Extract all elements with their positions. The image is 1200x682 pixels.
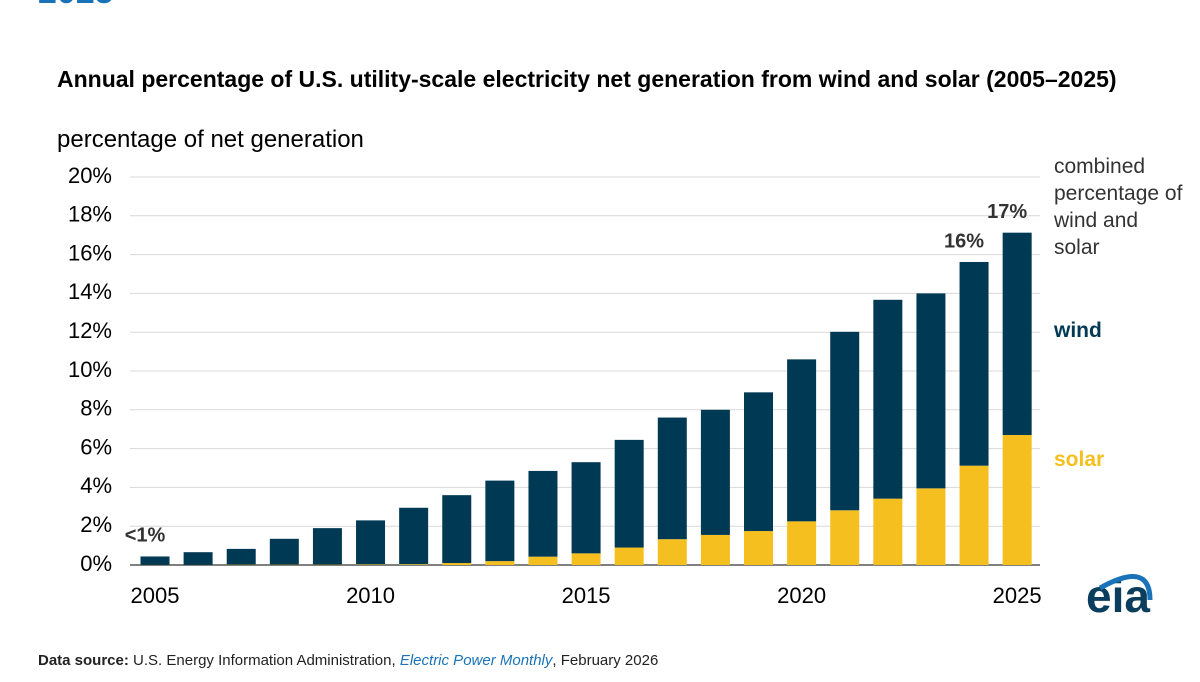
bar-segment bbox=[269, 538, 299, 565]
y-tick-label: 20% bbox=[68, 163, 112, 188]
y-tick-label: 6% bbox=[80, 434, 112, 459]
bar-segment bbox=[916, 293, 946, 489]
y-tick-label: 14% bbox=[68, 279, 112, 304]
x-tick-label: 2025 bbox=[993, 583, 1042, 608]
source-text: U.S. Energy Information Administration, bbox=[133, 652, 400, 669]
bar-segment bbox=[485, 561, 515, 565]
total-label: <1% bbox=[125, 525, 166, 547]
y-tick-label: 12% bbox=[68, 318, 112, 343]
bar-segment bbox=[183, 552, 213, 565]
bar-segment bbox=[485, 480, 515, 562]
legend-label: solar bbox=[1054, 448, 1105, 471]
header-fragment: 2025 bbox=[38, 0, 114, 11]
footer: Data source: U.S. Energy Information Adm… bbox=[38, 652, 658, 669]
bar-segment bbox=[657, 539, 687, 565]
bar-segment bbox=[873, 299, 903, 499]
bar-segment bbox=[959, 465, 989, 565]
bar-segment bbox=[226, 548, 256, 565]
bar-segment bbox=[830, 331, 860, 511]
bar-segment bbox=[356, 520, 386, 565]
total-label: 17% bbox=[987, 201, 1027, 223]
y-axis-label: percentage of net generation bbox=[57, 126, 364, 153]
bar-segment bbox=[959, 261, 989, 466]
bar-segment bbox=[442, 495, 472, 564]
legend-label: wind bbox=[1054, 319, 1102, 342]
bar-segment bbox=[140, 556, 170, 565]
source-publication[interactable]: Electric Power Monthly bbox=[399, 652, 553, 669]
bar-segment bbox=[1002, 435, 1032, 565]
bar-segment bbox=[744, 392, 774, 532]
y-tick-label: 8% bbox=[80, 396, 112, 421]
bar-segment bbox=[916, 488, 946, 565]
x-tick-label: 2015 bbox=[562, 583, 611, 608]
bar-segment bbox=[700, 409, 730, 535]
combined-label: combined percentage of wind and solar bbox=[1054, 155, 1183, 259]
total-label: 16% bbox=[944, 230, 984, 252]
y-tick-label: 10% bbox=[68, 357, 112, 382]
x-tick-label: 2020 bbox=[777, 583, 826, 608]
bar-segment bbox=[356, 564, 386, 565]
bar-segment bbox=[744, 531, 774, 565]
y-tick-label: 18% bbox=[68, 202, 112, 227]
x-tick-label: 2010 bbox=[346, 583, 395, 608]
bar-segment bbox=[528, 470, 558, 557]
bar-segment bbox=[614, 547, 644, 565]
bar-segment bbox=[830, 510, 860, 565]
bar-segment bbox=[571, 553, 601, 565]
source-date: , February 2026 bbox=[552, 652, 659, 669]
bar-segment bbox=[657, 417, 687, 540]
bar-segment bbox=[399, 507, 429, 565]
bar-segment bbox=[312, 528, 342, 565]
y-tick-label: 2% bbox=[80, 512, 112, 537]
y-tick-label: 0% bbox=[80, 551, 112, 576]
x-tick-label: 2005 bbox=[131, 583, 180, 608]
bar-segment bbox=[442, 563, 472, 565]
bar-segment bbox=[1002, 232, 1032, 436]
bar-segment bbox=[873, 498, 903, 565]
y-tick-label: 4% bbox=[80, 473, 112, 498]
bar-segment bbox=[700, 534, 730, 565]
chart-title: Annual percentage of U.S. utility-scale … bbox=[57, 66, 1117, 92]
bar-segment bbox=[528, 556, 558, 565]
bar-segment bbox=[787, 521, 817, 565]
bar-segment bbox=[571, 462, 601, 554]
bar-segment bbox=[787, 359, 817, 522]
bar-segment bbox=[399, 564, 429, 565]
y-tick-label: 16% bbox=[68, 240, 112, 265]
bar-segment bbox=[614, 439, 644, 548]
source-lead: Data source: bbox=[38, 652, 129, 669]
logo-swoosh bbox=[1098, 573, 1153, 601]
